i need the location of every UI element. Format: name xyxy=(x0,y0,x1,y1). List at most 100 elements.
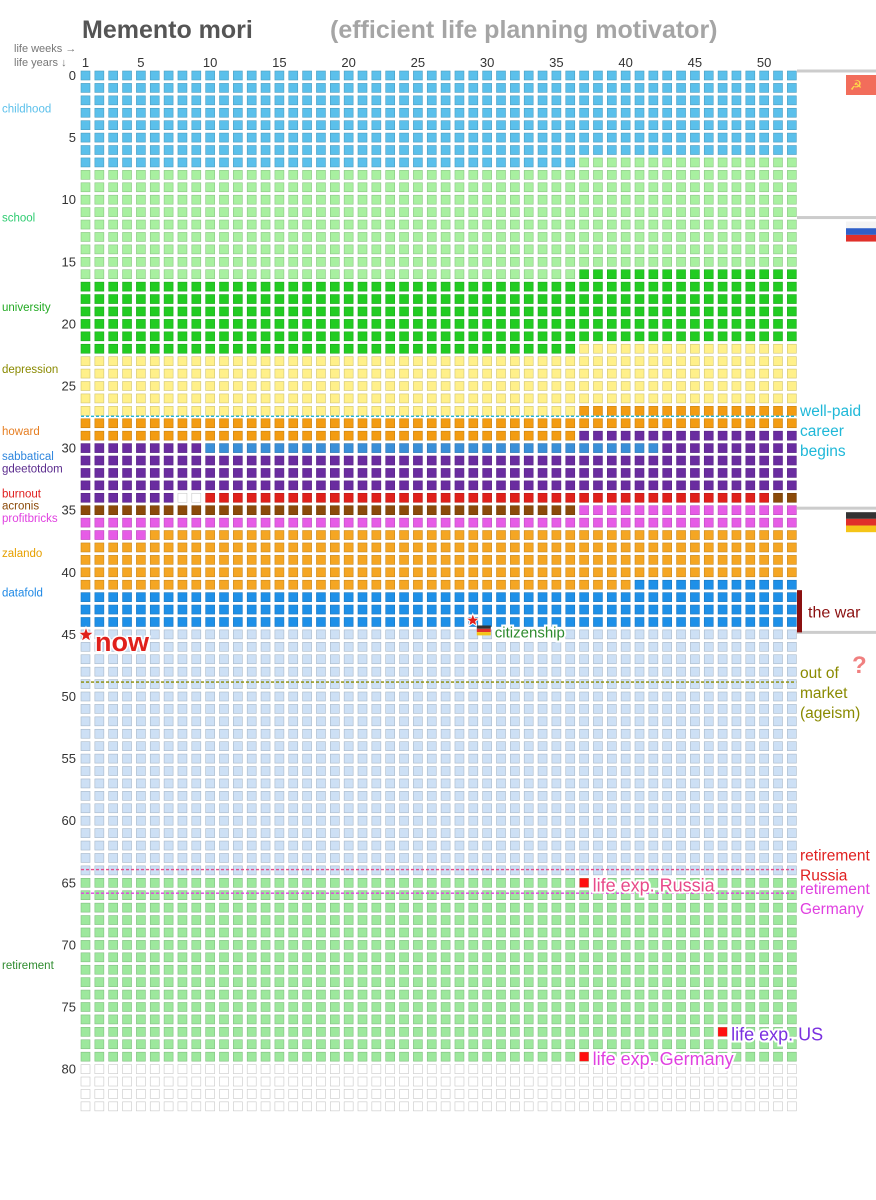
week-cell xyxy=(773,629,783,640)
week-cell xyxy=(717,704,728,714)
week-cell xyxy=(426,753,437,764)
week-cell xyxy=(94,1027,105,1037)
week-cell xyxy=(606,803,617,814)
week-cell xyxy=(662,964,673,975)
week-cell xyxy=(523,393,534,404)
week-cell xyxy=(288,83,299,93)
week-cell xyxy=(163,1064,174,1074)
week-cell xyxy=(149,1002,160,1012)
war-label: the war xyxy=(808,604,861,621)
week-cell xyxy=(773,157,783,168)
week-cell xyxy=(648,356,659,366)
week-cell xyxy=(717,343,728,354)
week-cell xyxy=(606,505,617,516)
week-cell xyxy=(413,1101,423,1112)
week-cell xyxy=(80,1002,91,1012)
week-cell xyxy=(302,83,312,93)
week-cell xyxy=(787,592,797,602)
week-cell xyxy=(122,319,132,329)
week-cell xyxy=(122,691,132,702)
week-cell xyxy=(302,927,312,938)
week-cell xyxy=(510,505,520,516)
week-cell xyxy=(593,753,603,764)
week-cell xyxy=(648,480,659,491)
week-cell xyxy=(454,95,465,106)
week-cell xyxy=(537,132,548,143)
week-cell xyxy=(316,517,326,528)
week-cell xyxy=(385,1002,396,1012)
week-cell xyxy=(274,492,285,503)
week-cell xyxy=(606,890,617,901)
week-cell xyxy=(787,642,797,652)
week-cell xyxy=(731,393,742,404)
week-cell xyxy=(551,145,562,155)
week-cell xyxy=(413,294,423,304)
week-cell xyxy=(260,505,271,516)
week-cell xyxy=(510,1039,520,1050)
week-cell xyxy=(329,356,340,366)
week-cell xyxy=(413,70,423,81)
week-cell xyxy=(565,840,576,851)
week-cell xyxy=(551,1051,562,1062)
week-cell xyxy=(454,989,465,1000)
week-cell xyxy=(440,1039,451,1050)
week-cell xyxy=(399,95,409,106)
week-cell xyxy=(371,915,382,925)
week-cell xyxy=(662,704,673,714)
week-cell xyxy=(551,70,562,81)
week-cell xyxy=(122,107,132,118)
week-cell xyxy=(191,579,202,590)
week-cell xyxy=(717,1076,728,1087)
week-cell xyxy=(717,182,728,193)
week-cell xyxy=(593,480,603,491)
week-cell xyxy=(565,753,576,764)
week-cell xyxy=(468,492,479,503)
week-cell xyxy=(523,691,534,702)
week-cell xyxy=(593,940,603,950)
week-cell xyxy=(274,70,285,81)
week-cell xyxy=(454,679,465,689)
week-cell xyxy=(551,132,562,143)
week-cell xyxy=(357,766,368,776)
week-cell xyxy=(690,182,700,193)
week-cell xyxy=(205,1076,215,1087)
week-cell xyxy=(302,443,312,453)
y-tick-label: 30 xyxy=(62,441,76,456)
week-cell xyxy=(399,70,409,81)
week-cell xyxy=(136,902,146,913)
week-cell xyxy=(426,443,437,453)
week-cell xyxy=(302,157,312,168)
week-cell xyxy=(371,418,382,429)
week-cell xyxy=(787,256,797,267)
week-cell xyxy=(219,815,229,826)
week-cell xyxy=(565,281,576,292)
week-cell xyxy=(80,1051,91,1062)
week-cell xyxy=(122,1039,132,1050)
week-cell xyxy=(523,505,534,516)
week-cell xyxy=(426,877,437,888)
week-cell xyxy=(440,1064,451,1074)
week-cell xyxy=(316,803,326,814)
week-cell xyxy=(219,542,229,553)
week-cell xyxy=(787,716,797,727)
week-cell xyxy=(440,232,451,242)
week-cell xyxy=(454,145,465,155)
week-cell xyxy=(205,381,215,391)
week-cell xyxy=(537,269,548,280)
week-cell xyxy=(177,219,188,230)
week-cell xyxy=(288,704,299,714)
week-cell xyxy=(426,294,437,304)
week-cell xyxy=(274,654,285,665)
week-cell xyxy=(191,120,202,130)
week-cell xyxy=(246,977,257,987)
week-cell xyxy=(136,940,146,950)
week-cell xyxy=(80,157,91,168)
week-cell xyxy=(177,83,188,93)
week-cell xyxy=(662,766,673,776)
week-cell xyxy=(371,430,382,441)
week-cell xyxy=(731,331,742,342)
week-cell xyxy=(787,977,797,987)
week-cell xyxy=(579,120,589,130)
week-cell xyxy=(593,194,603,205)
week-cell xyxy=(496,530,506,540)
